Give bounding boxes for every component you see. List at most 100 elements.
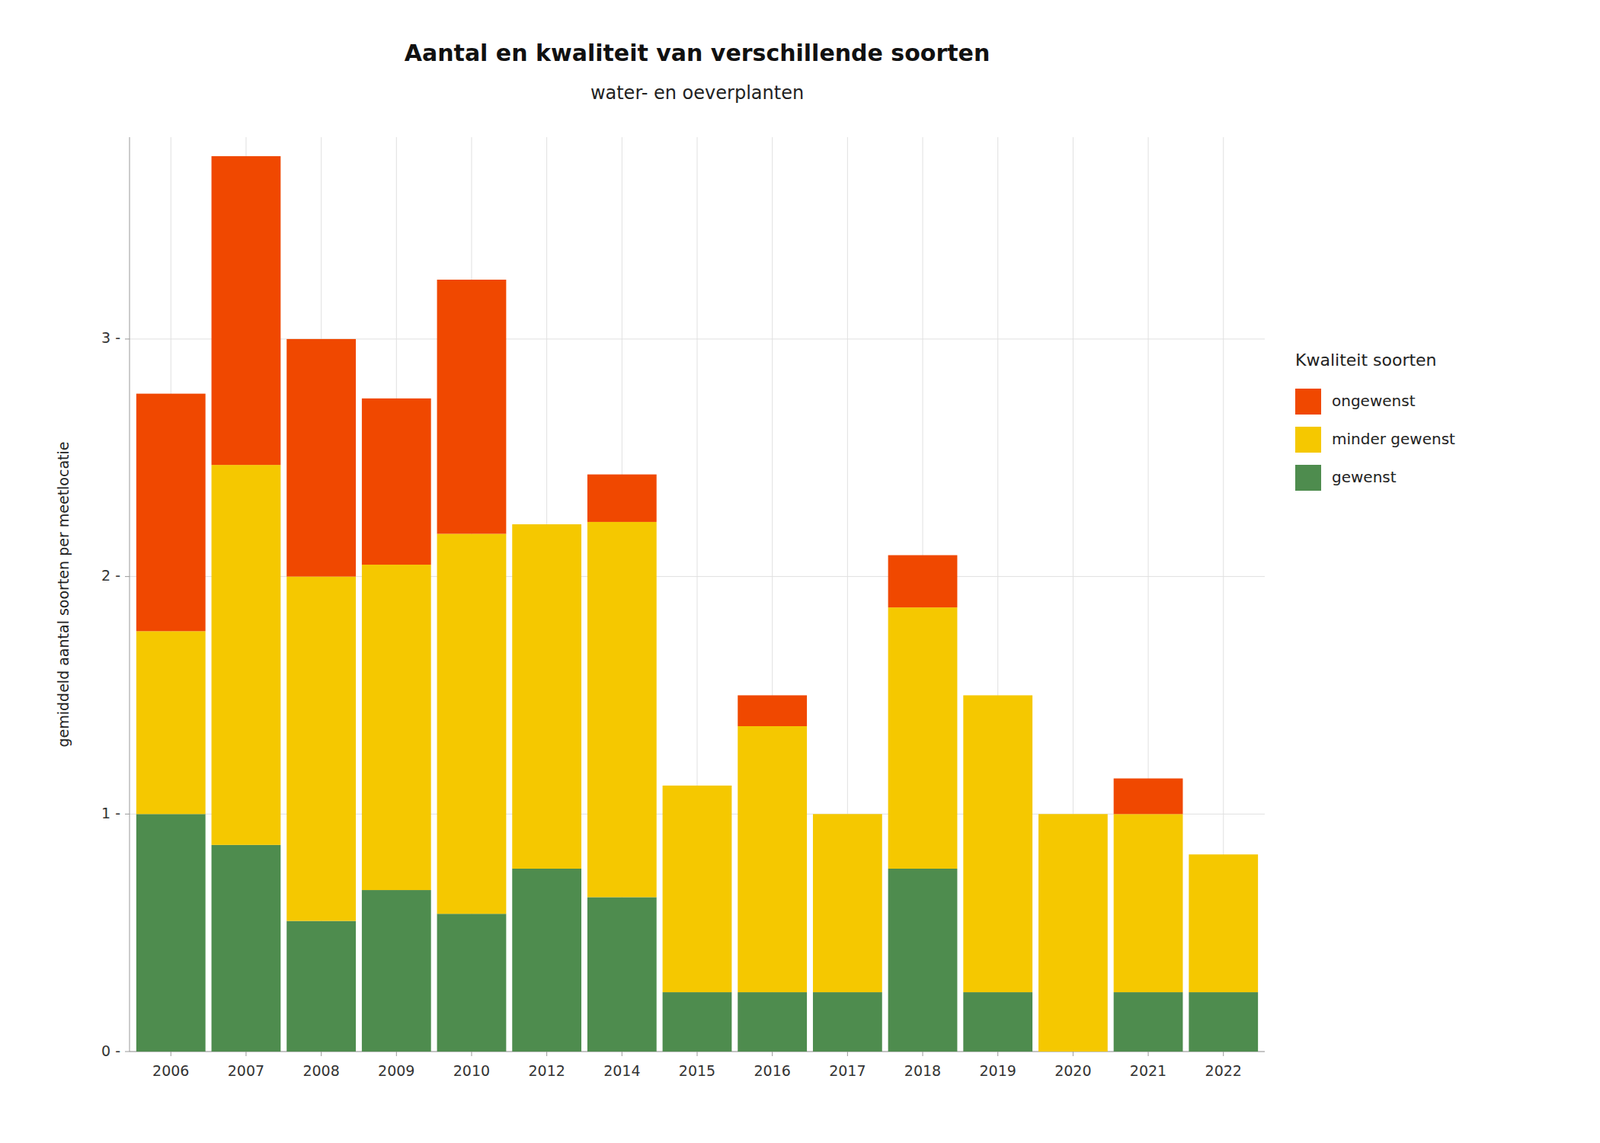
bar-segment bbox=[662, 992, 733, 1052]
y-tick bbox=[124, 576, 130, 577]
y-tick-label: 0 - bbox=[101, 1042, 121, 1060]
bar-segment bbox=[437, 279, 507, 535]
bar-segment bbox=[286, 921, 356, 1052]
chart: 0 - 1 - 2 - 3 - 2006 2007 2008 2009 2010 2012 2014… bbox=[0, 0, 1600, 1143]
bar-segment bbox=[587, 521, 657, 897]
bar-segment bbox=[211, 844, 282, 1052]
bar-segment bbox=[286, 576, 356, 922]
bar-segment bbox=[211, 156, 282, 465]
x-tick bbox=[320, 1051, 322, 1056]
legend-swatch bbox=[1295, 426, 1322, 453]
bar-segment bbox=[587, 474, 657, 522]
series bbox=[136, 156, 1184, 814]
bar-segment bbox=[512, 868, 582, 1052]
title: Aantal en kwaliteit van verschillende so… bbox=[404, 39, 991, 67]
bar-segment bbox=[888, 555, 958, 608]
subtitle: water- en oeverplanten bbox=[590, 82, 804, 104]
x-tick-label: 2007 bbox=[227, 1062, 265, 1079]
bar-segment bbox=[361, 398, 432, 565]
legend-title: Kwaliteit soorten bbox=[1295, 350, 1437, 370]
y-tick-label: 3 - bbox=[101, 329, 121, 346]
bar-segment bbox=[1113, 813, 1184, 992]
x-tick bbox=[470, 1051, 472, 1056]
bar-segment bbox=[1188, 992, 1258, 1052]
x-ticks: 2006 2007 2008 2009 2010 2012 2014 2015 2016 2017… bbox=[152, 1051, 1242, 1079]
y-tick bbox=[124, 338, 130, 340]
bar-segment bbox=[587, 896, 657, 1052]
bar-segment bbox=[737, 694, 807, 727]
bar-segment bbox=[737, 726, 807, 992]
legend-entry: gewenst bbox=[1331, 467, 1397, 487]
bar-segment bbox=[1038, 813, 1108, 815]
legend-swatch bbox=[1295, 388, 1322, 415]
x-tick bbox=[396, 1051, 397, 1056]
legend-swatch bbox=[1295, 464, 1322, 491]
bar-segment bbox=[737, 992, 807, 1052]
x-tick bbox=[1072, 1051, 1074, 1056]
y-tick bbox=[124, 1051, 130, 1053]
x-tick-label: 2014 bbox=[603, 1062, 640, 1079]
bar-segment bbox=[211, 464, 282, 845]
background bbox=[0, 0, 1600, 1143]
x-tick-label: 2021 bbox=[1129, 1062, 1167, 1079]
bar-segment bbox=[136, 813, 206, 1052]
bar-segment bbox=[437, 913, 507, 1052]
y-axis-label: gemiddeld aantal soorten per meetlocatie bbox=[54, 441, 72, 748]
x-tick-label: 2008 bbox=[302, 1062, 340, 1079]
x-tick bbox=[697, 1051, 698, 1056]
bar-segment bbox=[1113, 992, 1184, 1052]
x-tick bbox=[1148, 1051, 1149, 1056]
bar-segment bbox=[1188, 854, 1258, 855]
bar-segment bbox=[812, 813, 883, 815]
x-tick-label: 2010 bbox=[453, 1062, 490, 1079]
legend: Kwaliteit soorten ongewenst minder gewenst… bbox=[1295, 350, 1456, 491]
x-tick bbox=[922, 1051, 924, 1056]
y-tick bbox=[124, 813, 130, 815]
bar-segment bbox=[963, 694, 1033, 992]
legend-entry: ongewenst bbox=[1331, 391, 1416, 410]
bar-segment bbox=[512, 524, 582, 525]
bar-segment bbox=[888, 607, 958, 869]
bar-segment bbox=[512, 524, 582, 869]
x-tick-label: 2017 bbox=[828, 1062, 866, 1079]
bar-segment bbox=[361, 564, 432, 890]
bar-segment bbox=[437, 534, 507, 915]
bar-segment bbox=[1038, 813, 1108, 1052]
bar-segment bbox=[286, 339, 356, 577]
x-tick bbox=[245, 1051, 247, 1056]
bar-segment bbox=[662, 785, 733, 992]
x-tick-label: 2012 bbox=[528, 1062, 565, 1079]
legend-entry: minder gewenst bbox=[1331, 429, 1456, 448]
grid bbox=[129, 137, 1265, 1052]
y-tick-label: 1 - bbox=[101, 804, 121, 822]
bar-segment bbox=[1188, 854, 1258, 992]
bar-segment bbox=[136, 393, 206, 632]
x-tick-label: 2015 bbox=[678, 1062, 716, 1079]
x-tick-label: 2018 bbox=[904, 1062, 941, 1079]
x-tick bbox=[170, 1051, 172, 1056]
x-tick bbox=[771, 1051, 773, 1056]
x-tick-label: 2009 bbox=[377, 1062, 415, 1079]
bar-segment bbox=[963, 694, 1033, 696]
x-tick-label: 2006 bbox=[152, 1062, 189, 1079]
bar-segment bbox=[888, 868, 958, 1052]
bar-segment bbox=[361, 889, 432, 1052]
bars bbox=[136, 156, 1258, 1052]
x-tick bbox=[546, 1051, 548, 1056]
x-tick-label: 2022 bbox=[1205, 1062, 1242, 1079]
x-tick-label: 2016 bbox=[753, 1062, 791, 1079]
x-tick bbox=[621, 1051, 623, 1056]
bar-segment bbox=[662, 784, 733, 786]
x-tick-label: 2020 bbox=[1054, 1062, 1092, 1079]
y-axis-line bbox=[129, 137, 131, 1052]
bar-segment bbox=[963, 992, 1033, 1052]
x-tick-label: 2019 bbox=[979, 1062, 1017, 1079]
bar-segment bbox=[812, 813, 883, 992]
bar-segment bbox=[1113, 778, 1184, 815]
x-tick bbox=[1222, 1051, 1224, 1056]
x-tick bbox=[997, 1051, 999, 1056]
x-tick bbox=[847, 1051, 848, 1056]
y-ticks: 0 - 1 - 2 - 3 - bbox=[101, 329, 130, 1059]
y-tick-label: 2 - bbox=[101, 566, 121, 584]
bar-segment bbox=[136, 630, 206, 814]
